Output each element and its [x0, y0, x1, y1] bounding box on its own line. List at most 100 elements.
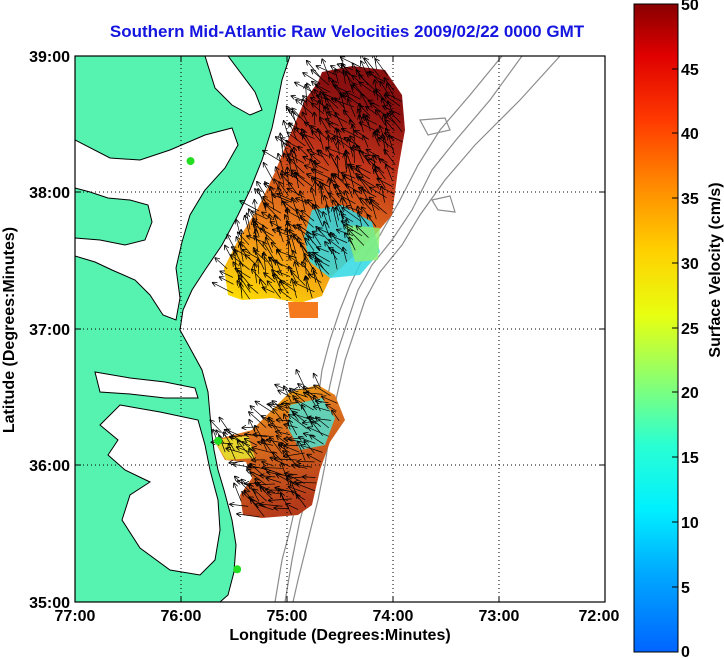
velocity-arrow	[329, 179, 332, 203]
velocity-arrow	[252, 448, 274, 454]
velocity-arrow	[260, 504, 283, 506]
velocity-arrow	[229, 444, 236, 460]
velocity-arrow	[254, 236, 267, 251]
velocity-arrow	[312, 131, 322, 143]
velocity-arrow	[278, 272, 291, 277]
velocity-arrow	[224, 433, 235, 452]
velocity-arrow	[296, 100, 314, 116]
velocity-arrow	[294, 282, 315, 293]
velocity-arrow	[316, 401, 329, 403]
velocity-arrow	[387, 84, 396, 100]
velocity-arrow	[284, 439, 306, 443]
velocity-arrow	[375, 59, 388, 76]
velocity-arrow	[288, 154, 305, 164]
velocity-arrow	[343, 248, 347, 262]
velocity-arrow	[337, 194, 356, 204]
velocity-arrow	[345, 225, 363, 237]
velocity-arrow	[256, 504, 274, 511]
velocity-arrow	[245, 216, 251, 238]
velocity-arrow	[312, 170, 332, 180]
albemarle-sound	[94, 371, 199, 399]
velocity-arrow	[310, 435, 324, 445]
x-tick-label: 76:00	[161, 608, 202, 625]
tick-marks	[75, 56, 605, 602]
velocity-arrow	[220, 277, 234, 285]
velocity-arrow	[371, 200, 377, 220]
velocity-arrow	[265, 204, 282, 221]
velocity-arrow	[280, 134, 284, 158]
velocity-arrow	[333, 207, 338, 228]
velocity-arrow	[316, 261, 330, 275]
velocity-arrow	[303, 477, 316, 478]
velocity-arrow	[344, 154, 346, 173]
velocity-arrow	[313, 234, 322, 246]
colorbar-tick-label: 45	[681, 62, 699, 79]
velocity-arrow	[359, 75, 377, 92]
velocity-arrow	[295, 262, 300, 278]
velocity-arrow	[317, 247, 329, 253]
velocity-arrow	[374, 133, 380, 147]
velocity-arrow	[291, 271, 306, 286]
velocity-arrow	[277, 436, 289, 445]
velocity-arrow	[336, 208, 339, 221]
velocity-arrow	[281, 493, 292, 515]
velocity-arrow	[352, 85, 369, 100]
colorbar-tick-label: 10	[681, 515, 699, 532]
velocity-arrow	[314, 407, 330, 412]
velocity-arrow	[308, 427, 329, 437]
x-tick-label: 75:00	[267, 608, 308, 625]
velocity-arrow	[385, 95, 401, 107]
velocity-arrow	[346, 92, 361, 100]
velocity-arrow	[256, 401, 276, 415]
velocity-arrow	[289, 415, 308, 430]
colorbar-tick-label: 5	[681, 580, 690, 597]
velocity-arrow	[314, 374, 321, 389]
chesapeake-bay	[75, 127, 239, 321]
velocity-arrow	[379, 138, 395, 150]
velocity-arrow	[281, 281, 297, 293]
velocity-arrow	[260, 229, 275, 244]
velocity-arrow	[254, 489, 267, 502]
velocity-arrow	[238, 441, 253, 459]
pamlico-sound	[99, 404, 221, 576]
velocity-arrow	[357, 226, 369, 238]
velocity-arrow	[335, 98, 345, 109]
colorbar-tick-label: 0	[681, 644, 690, 659]
velocity-arrow	[276, 432, 290, 435]
velocity-arrow	[386, 165, 393, 181]
x-tick-label: 72:00	[579, 608, 620, 625]
velocity-arrow	[270, 438, 283, 454]
velocity-arrow	[260, 476, 276, 477]
velocity-arrow	[252, 212, 268, 220]
velocity-arrow	[273, 409, 284, 422]
velocity-arrow	[313, 205, 323, 227]
velocity-arrow	[301, 445, 323, 453]
x-tick-label: 74:00	[373, 608, 414, 625]
velocity-arrow	[284, 386, 292, 403]
y-tick-label: 37:00	[29, 322, 70, 339]
velocity-arrow	[300, 191, 306, 211]
velocity-arrow	[363, 136, 369, 148]
velocity-arrow	[295, 482, 316, 483]
velocity-arrow	[311, 188, 317, 205]
velocity-arrow	[316, 84, 331, 93]
velocity-arrow	[266, 238, 273, 254]
colorbar	[633, 3, 679, 653]
colorbar-ticks	[672, 68, 678, 588]
velocity-arrow	[301, 216, 314, 228]
velocity-arrow	[230, 504, 249, 506]
x-axis-label: Longitude (Degrees:Minutes)	[229, 627, 450, 644]
velocity-arrow	[311, 159, 316, 171]
velocity-arrow	[312, 422, 323, 436]
velocity-arrow	[354, 145, 355, 163]
velocity-arrow	[333, 250, 338, 270]
velocity-arrow	[279, 182, 289, 196]
colorbar-tick-labels: 50 45 40 35 30 25 20 15 10 5 0	[681, 0, 699, 659]
velocity-arrow	[357, 166, 364, 179]
x-tick-label: 73:00	[479, 608, 520, 625]
colorbar-tick-label: 15	[681, 450, 699, 467]
velocity-arrow	[316, 417, 329, 429]
velocity-arrow	[292, 279, 297, 299]
y-axis-label: Latitude (Degrees:Minutes)	[1, 227, 18, 433]
velocity-arrow	[258, 259, 259, 275]
